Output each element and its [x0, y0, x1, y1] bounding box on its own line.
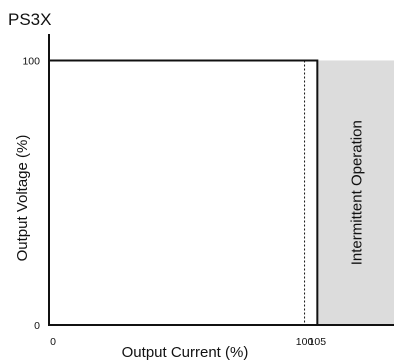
data-series — [49, 59, 319, 325]
y-tick-label: 100 — [22, 55, 40, 67]
axes — [48, 34, 394, 326]
x-axis-label: Output Current (%) — [122, 344, 249, 361]
series-line-0 — [49, 59, 319, 325]
region-label: Intermittent Operation — [349, 120, 366, 265]
model-label: PS3X — [8, 10, 51, 29]
x-tick-label: 0 — [50, 336, 56, 348]
x-tick-label: 100 — [296, 336, 314, 348]
x-tick-label: 105 — [309, 336, 327, 348]
y-tick-label: 0 — [34, 320, 40, 332]
shaded-region-0 — [317, 60, 394, 326]
y-tick-labels: 0 100 — [22, 55, 40, 332]
y-axis-label: Output Voltage (%) — [14, 135, 31, 262]
shaded-regions: Intermittent Operation — [317, 60, 394, 326]
